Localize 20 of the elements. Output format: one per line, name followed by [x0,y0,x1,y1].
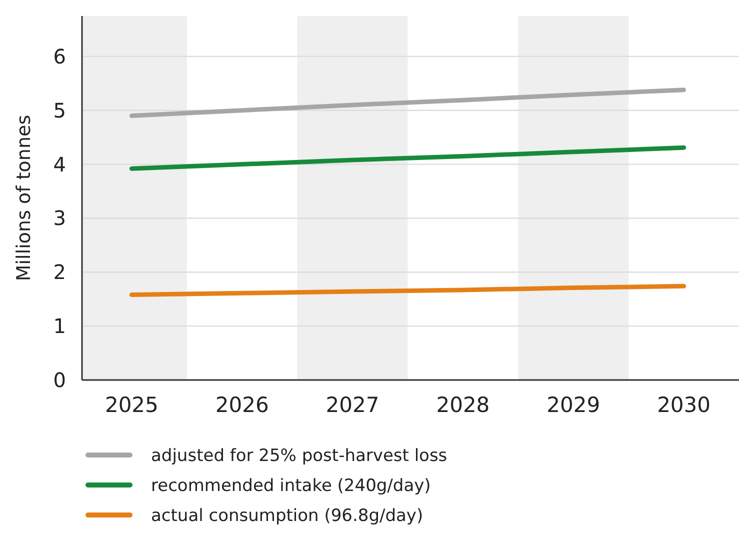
y-tick-label: 3 [53,206,66,230]
x-tick-label: 2030 [657,393,711,417]
x-tick-label: 2025 [104,393,158,417]
line-series [129,145,686,171]
y-tick-label: 6 [53,44,66,68]
x-tick-label: 2029 [546,393,600,417]
x-tick-label: 2026 [215,393,269,417]
x-tick-label: 2028 [436,393,490,417]
y-tick-label: 1 [53,314,66,338]
legend-label: actual consumption (96.8g/day) [151,506,424,526]
x-tick-label: 2027 [326,393,380,417]
y-tick-label: 4 [53,152,66,176]
legend-label: recommended intake (240g/day) [151,476,431,496]
legend-label: adjusted for 25% post-harvest loss [151,446,448,466]
y-tick-label: 2 [53,260,66,284]
line-series [129,284,686,298]
line-series [129,88,686,118]
y-tick-label: 0 [53,368,66,392]
y-axis-title: Millions of tonnes [13,114,35,282]
y-tick-label: 5 [53,98,66,122]
